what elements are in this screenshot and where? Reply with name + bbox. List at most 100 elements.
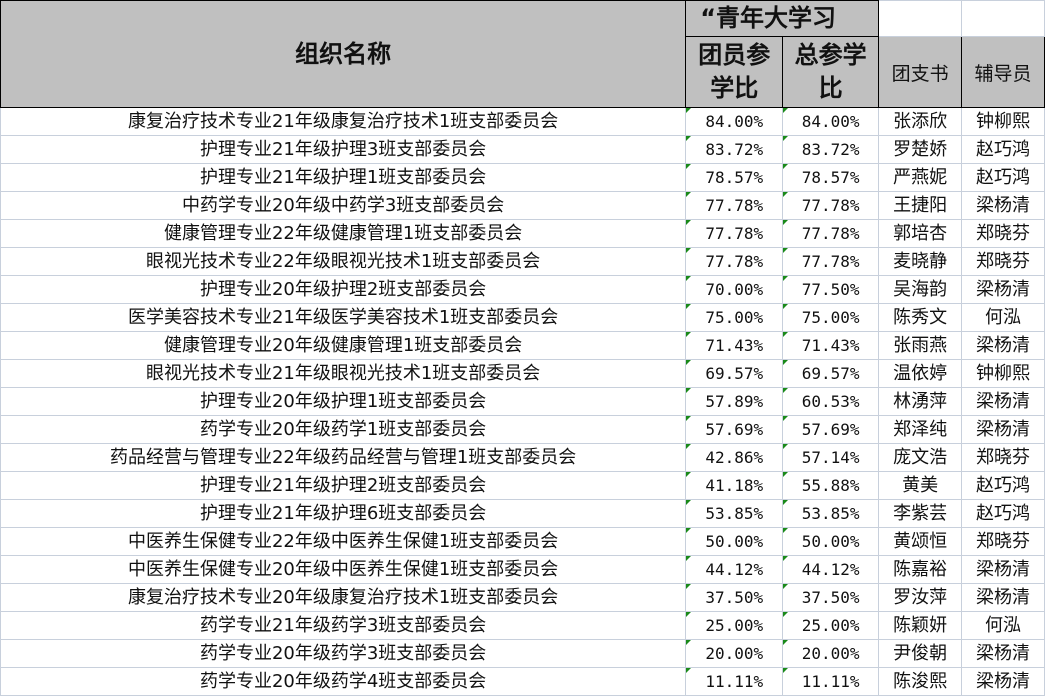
counselor-cell[interactable]: 梁杨清 bbox=[961, 667, 1045, 696]
org-name-cell[interactable]: 中医养生保健专业22年级中医养生保健1班支部委员会 bbox=[0, 527, 687, 556]
secretary-cell[interactable]: 庞文浩 bbox=[878, 443, 963, 472]
header-total-ratio[interactable]: 总参学比 bbox=[782, 36, 880, 108]
member-ratio-cell[interactable]: 57.89% bbox=[685, 387, 784, 416]
member-ratio-cell[interactable]: 57.69% bbox=[685, 415, 784, 444]
org-name-cell[interactable]: 中药学专业20年级中药学3班支部委员会 bbox=[0, 191, 687, 220]
counselor-cell[interactable]: 梁杨清 bbox=[961, 275, 1045, 304]
member-ratio-cell[interactable]: 42.86% bbox=[685, 443, 784, 472]
org-name-cell[interactable]: 药品经营与管理专业22年级药品经营与管理1班支部委员会 bbox=[0, 443, 687, 472]
counselor-cell[interactable]: 梁杨清 bbox=[961, 331, 1045, 360]
header-org-name[interactable]: 组织名称 bbox=[0, 0, 687, 108]
org-name-cell[interactable]: 医学美容技术专业21年级医学美容技术1班支部委员会 bbox=[0, 303, 687, 332]
member-ratio-cell[interactable]: 69.57% bbox=[685, 359, 784, 388]
counselor-cell[interactable]: 赵巧鸿 bbox=[961, 499, 1045, 528]
total-ratio-cell[interactable]: 37.50% bbox=[782, 583, 880, 612]
org-name-cell[interactable]: 眼视光技术专业21年级眼视光技术1班支部委员会 bbox=[0, 359, 687, 388]
counselor-cell[interactable]: 梁杨清 bbox=[961, 583, 1045, 612]
header-youth-study[interactable]: “青年大学习 bbox=[685, 0, 880, 37]
counselor-cell[interactable]: 梁杨清 bbox=[961, 639, 1045, 668]
secretary-cell[interactable]: 陈嘉裕 bbox=[878, 555, 963, 584]
org-name-cell[interactable]: 药学专业21年级药学3班支部委员会 bbox=[0, 611, 687, 640]
member-ratio-cell[interactable]: 78.57% bbox=[685, 163, 784, 192]
empty-cell[interactable] bbox=[961, 0, 1045, 37]
member-ratio-cell[interactable]: 71.43% bbox=[685, 331, 784, 360]
total-ratio-cell[interactable]: 11.11% bbox=[782, 667, 880, 696]
counselor-cell[interactable]: 郑晓芬 bbox=[961, 443, 1045, 472]
secretary-cell[interactable]: 吴海韵 bbox=[878, 275, 963, 304]
org-name-cell[interactable]: 健康管理专业20年级健康管理1班支部委员会 bbox=[0, 331, 687, 360]
counselor-cell[interactable]: 钟柳熙 bbox=[961, 107, 1045, 136]
total-ratio-cell[interactable]: 25.00% bbox=[782, 611, 880, 640]
member-ratio-cell[interactable]: 77.78% bbox=[685, 247, 784, 276]
member-ratio-cell[interactable]: 83.72% bbox=[685, 135, 784, 164]
member-ratio-cell[interactable]: 77.78% bbox=[685, 219, 784, 248]
org-name-cell[interactable]: 中医养生保健专业20年级中医养生保健1班支部委员会 bbox=[0, 555, 687, 584]
member-ratio-cell[interactable]: 41.18% bbox=[685, 471, 784, 500]
counselor-cell[interactable]: 梁杨清 bbox=[961, 387, 1045, 416]
total-ratio-cell[interactable]: 71.43% bbox=[782, 331, 880, 360]
counselor-cell[interactable]: 钟柳熙 bbox=[961, 359, 1045, 388]
member-ratio-cell[interactable]: 53.85% bbox=[685, 499, 784, 528]
counselor-cell[interactable]: 何泓 bbox=[961, 303, 1045, 332]
total-ratio-cell[interactable]: 84.00% bbox=[782, 107, 880, 136]
member-ratio-cell[interactable]: 11.11% bbox=[685, 667, 784, 696]
secretary-cell[interactable]: 陈浚熙 bbox=[878, 667, 963, 696]
header-secretary[interactable]: 团支书 bbox=[878, 36, 963, 108]
secretary-cell[interactable]: 麦晓静 bbox=[878, 247, 963, 276]
org-name-cell[interactable]: 护理专业21年级护理1班支部委员会 bbox=[0, 163, 687, 192]
org-name-cell[interactable]: 药学专业20年级药学3班支部委员会 bbox=[0, 639, 687, 668]
member-ratio-cell[interactable]: 70.00% bbox=[685, 275, 784, 304]
secretary-cell[interactable]: 黄颂恒 bbox=[878, 527, 963, 556]
secretary-cell[interactable]: 温依婷 bbox=[878, 359, 963, 388]
member-ratio-cell[interactable]: 84.00% bbox=[685, 107, 784, 136]
member-ratio-cell[interactable]: 20.00% bbox=[685, 639, 784, 668]
counselor-cell[interactable]: 梁杨清 bbox=[961, 191, 1045, 220]
secretary-cell[interactable]: 张雨燕 bbox=[878, 331, 963, 360]
org-name-cell[interactable]: 护理专业20年级护理2班支部委员会 bbox=[0, 275, 687, 304]
total-ratio-cell[interactable]: 77.78% bbox=[782, 247, 880, 276]
member-ratio-cell[interactable]: 50.00% bbox=[685, 527, 784, 556]
secretary-cell[interactable]: 严燕妮 bbox=[878, 163, 963, 192]
secretary-cell[interactable]: 黄美 bbox=[878, 471, 963, 500]
counselor-cell[interactable]: 赵巧鸿 bbox=[961, 135, 1045, 164]
member-ratio-cell[interactable]: 77.78% bbox=[685, 191, 784, 220]
counselor-cell[interactable]: 郑晓芬 bbox=[961, 527, 1045, 556]
total-ratio-cell[interactable]: 53.85% bbox=[782, 499, 880, 528]
total-ratio-cell[interactable]: 83.72% bbox=[782, 135, 880, 164]
secretary-cell[interactable]: 王捷阳 bbox=[878, 191, 963, 220]
total-ratio-cell[interactable]: 50.00% bbox=[782, 527, 880, 556]
org-name-cell[interactable]: 护理专业21年级护理2班支部委员会 bbox=[0, 471, 687, 500]
member-ratio-cell[interactable]: 75.00% bbox=[685, 303, 784, 332]
total-ratio-cell[interactable]: 57.14% bbox=[782, 443, 880, 472]
org-name-cell[interactable]: 康复治疗技术专业20年级康复治疗技术1班支部委员会 bbox=[0, 583, 687, 612]
secretary-cell[interactable]: 陈颖妍 bbox=[878, 611, 963, 640]
counselor-cell[interactable]: 郑晓芬 bbox=[961, 219, 1045, 248]
header-member-ratio[interactable]: 团员参学比 bbox=[685, 36, 784, 108]
counselor-cell[interactable]: 梁杨清 bbox=[961, 555, 1045, 584]
counselor-cell[interactable]: 赵巧鸿 bbox=[961, 471, 1045, 500]
org-name-cell[interactable]: 药学专业20年级药学1班支部委员会 bbox=[0, 415, 687, 444]
counselor-cell[interactable]: 何泓 bbox=[961, 611, 1045, 640]
total-ratio-cell[interactable]: 57.69% bbox=[782, 415, 880, 444]
total-ratio-cell[interactable]: 55.88% bbox=[782, 471, 880, 500]
secretary-cell[interactable]: 林湧萍 bbox=[878, 387, 963, 416]
total-ratio-cell[interactable]: 69.57% bbox=[782, 359, 880, 388]
org-name-cell[interactable]: 眼视光技术专业22年级眼视光技术1班支部委员会 bbox=[0, 247, 687, 276]
counselor-cell[interactable]: 郑晓芬 bbox=[961, 247, 1045, 276]
secretary-cell[interactable]: 罗楚娇 bbox=[878, 135, 963, 164]
total-ratio-cell[interactable]: 75.00% bbox=[782, 303, 880, 332]
total-ratio-cell[interactable]: 78.57% bbox=[782, 163, 880, 192]
total-ratio-cell[interactable]: 77.78% bbox=[782, 191, 880, 220]
org-name-cell[interactable]: 康复治疗技术专业21年级康复治疗技术1班支部委员会 bbox=[0, 107, 687, 136]
secretary-cell[interactable]: 张添欣 bbox=[878, 107, 963, 136]
secretary-cell[interactable]: 罗汝萍 bbox=[878, 583, 963, 612]
secretary-cell[interactable]: 郑泽纯 bbox=[878, 415, 963, 444]
total-ratio-cell[interactable]: 60.53% bbox=[782, 387, 880, 416]
counselor-cell[interactable]: 赵巧鸿 bbox=[961, 163, 1045, 192]
secretary-cell[interactable]: 尹俊朝 bbox=[878, 639, 963, 668]
org-name-cell[interactable]: 健康管理专业22年级健康管理1班支部委员会 bbox=[0, 219, 687, 248]
total-ratio-cell[interactable]: 44.12% bbox=[782, 555, 880, 584]
counselor-cell[interactable]: 梁杨清 bbox=[961, 415, 1045, 444]
org-name-cell[interactable]: 药学专业20年级药学4班支部委员会 bbox=[0, 667, 687, 696]
member-ratio-cell[interactable]: 44.12% bbox=[685, 555, 784, 584]
